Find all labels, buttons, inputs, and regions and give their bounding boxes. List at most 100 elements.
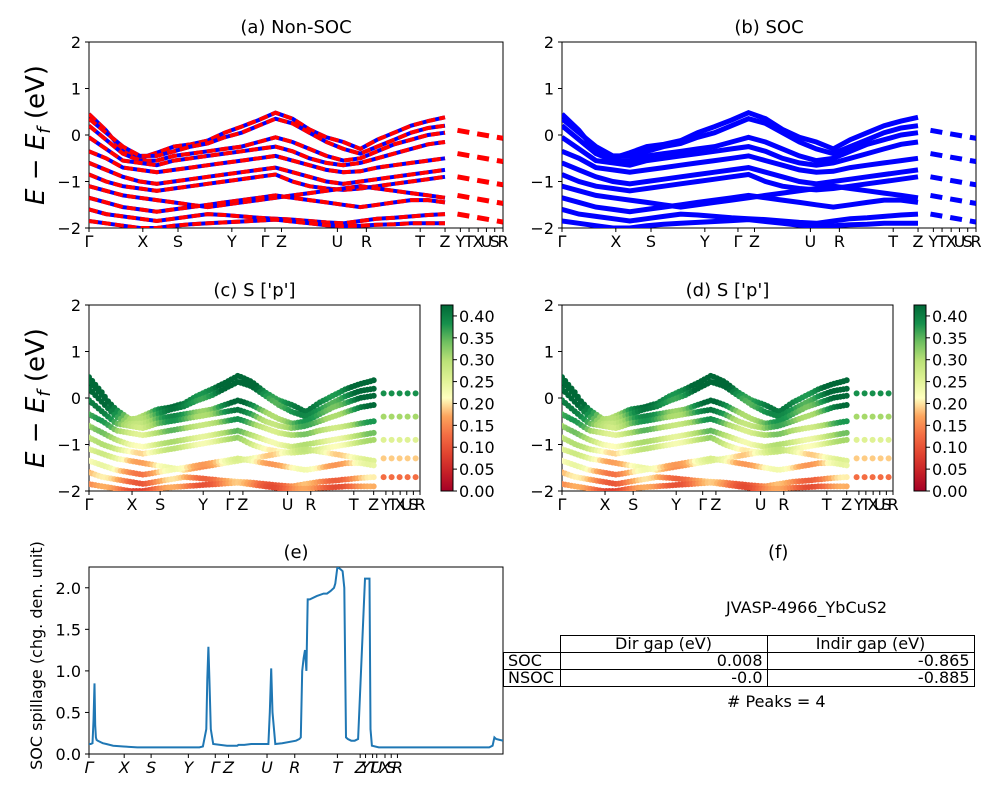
- band-point: [877, 390, 884, 397]
- x-tick-label: X: [600, 495, 611, 514]
- y-tick-label: 0: [544, 389, 554, 408]
- band-line: [457, 127, 503, 141]
- band-line: [562, 171, 919, 194]
- x-tick-label: Z: [237, 495, 248, 514]
- x-tick-label: U: [401, 495, 413, 514]
- y-tick-label: −2: [530, 482, 554, 501]
- x-tick-label: Γ: [85, 232, 94, 251]
- x-tick-label: Γ: [85, 758, 95, 777]
- x-tick-label: Γ: [558, 232, 567, 251]
- x-tick-label: Y: [361, 758, 372, 777]
- x-tick-label: U: [954, 232, 966, 251]
- y-tick-label: 2: [71, 33, 81, 52]
- band-point: [869, 413, 876, 420]
- y-tick-label: −2: [530, 219, 554, 238]
- band-line: [562, 160, 919, 187]
- band-point: [396, 390, 403, 397]
- x-tick-label: R: [392, 758, 403, 777]
- band-point: [885, 436, 892, 443]
- indir-gap-header: Indir gap (eV): [766, 635, 975, 653]
- band-point: [388, 390, 395, 397]
- band-point: [843, 392, 850, 399]
- colorbar-tick-label: 0.40: [932, 307, 968, 326]
- band-layer: [89, 110, 503, 228]
- x-tick-label: T: [860, 495, 871, 514]
- colorbar-tick-label: 0.05: [932, 460, 968, 479]
- panel-title: (a) Non-SOC: [240, 17, 351, 38]
- band-line: [89, 193, 446, 214]
- band-point: [843, 402, 850, 408]
- series-layer: [89, 567, 503, 749]
- colorbar: [913, 304, 927, 492]
- band-point: [396, 455, 403, 462]
- y-tick-label: 1.5: [56, 620, 81, 639]
- dir-gap-value: -0.0: [559, 669, 768, 687]
- gap-table-corner: [504, 636, 561, 653]
- x-tick-label: S: [173, 232, 183, 251]
- x-tick-label: Γ: [260, 232, 269, 251]
- x-tick-label: Y: [670, 495, 681, 514]
- colorbar-tick-label: 0.30: [459, 351, 495, 370]
- band-line: [89, 184, 446, 210]
- band-line: [89, 149, 446, 175]
- band-point: [388, 474, 395, 481]
- band-layer: [89, 372, 419, 491]
- x-tick-label: Z: [749, 232, 760, 251]
- x-tick-label: R: [305, 495, 316, 514]
- indir-gap-value: -0.885: [766, 669, 975, 687]
- y-tick-label: 2: [544, 33, 554, 52]
- band-line: [89, 116, 446, 158]
- x-tick-label: S: [386, 758, 396, 777]
- y-tick-label: −1: [530, 173, 554, 192]
- y-tick-label: 0.5: [56, 703, 81, 722]
- band-point: [370, 436, 377, 443]
- colorbar-tick-label: 0.15: [459, 416, 495, 435]
- band-line: [89, 207, 446, 226]
- x-tick-label: Z: [222, 758, 235, 777]
- x-tick-label: Y: [380, 495, 391, 514]
- x-tick-label: S: [628, 495, 638, 514]
- band-point: [404, 413, 411, 420]
- x-tick-label: U: [755, 495, 767, 514]
- colorbar-tick-label: 0.30: [932, 351, 968, 370]
- colorbar-tick-label: 0.10: [459, 438, 495, 457]
- y-axis-label: SOC spillage (chg. den. unit): [27, 541, 46, 770]
- band-line: [562, 123, 919, 164]
- y-tick-label: 0.0: [56, 745, 81, 764]
- x-tick-label: R: [834, 232, 845, 251]
- band-line: [457, 174, 503, 188]
- band-point: [843, 429, 850, 436]
- band-line: [930, 192, 976, 206]
- y-tick-label: −2: [57, 482, 81, 501]
- band-point: [861, 436, 868, 443]
- x-tick-label: Γ: [558, 495, 567, 514]
- band-point: [370, 377, 377, 384]
- colorbar-tick-label: 0.20: [459, 394, 495, 413]
- band-line: [457, 211, 503, 225]
- x-tick-label: X: [118, 758, 131, 777]
- x-tick-label: Y: [183, 758, 194, 777]
- band-point: [843, 457, 850, 464]
- y-tick-label: 2: [544, 296, 554, 315]
- band-point: [412, 436, 419, 443]
- x-tick-label: U: [874, 495, 886, 514]
- band-point: [404, 474, 411, 481]
- x-tick-label: R: [414, 495, 425, 514]
- x-tick-label: U: [332, 232, 344, 251]
- indir-gap-value: -0.865: [766, 652, 975, 670]
- band-point: [853, 413, 860, 420]
- band-point: [370, 418, 377, 425]
- band-point: [861, 390, 868, 397]
- band-line: [562, 116, 919, 159]
- band-point: [412, 413, 419, 420]
- y-axis-label: E − Ef (eV): [21, 65, 55, 205]
- band-line: [89, 135, 446, 168]
- band-line: [562, 192, 919, 215]
- x-tick-label: X: [610, 232, 621, 251]
- y-tick-label: 1: [544, 80, 554, 99]
- band-point: [380, 413, 387, 420]
- y-tick-label: 0: [71, 389, 81, 408]
- band-point: [396, 474, 403, 481]
- band-point: [380, 436, 387, 443]
